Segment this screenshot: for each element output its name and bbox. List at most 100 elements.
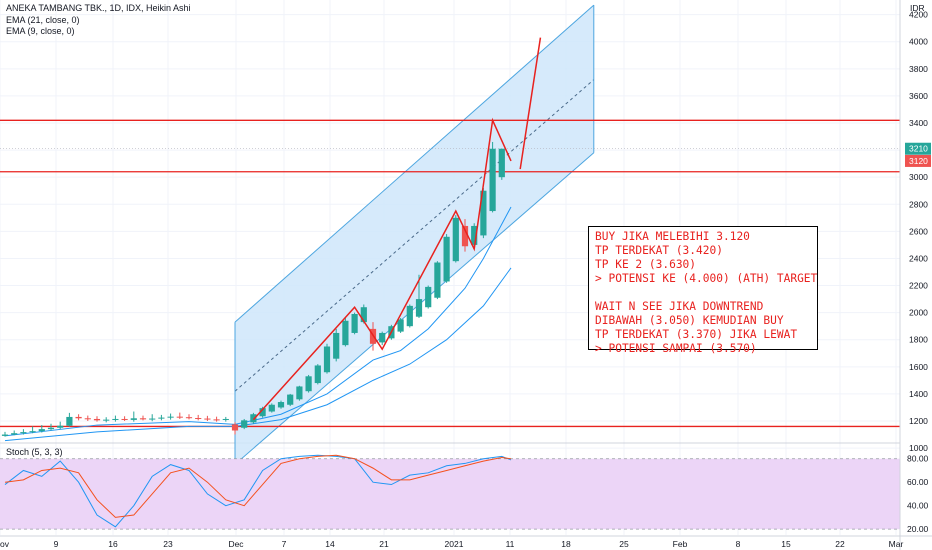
price-tick-label: 1800 — [909, 335, 928, 345]
time-tick-label: ov — [0, 539, 10, 549]
price-tick-label: 2200 — [909, 281, 928, 291]
candle-up — [480, 190, 487, 236]
candle-up — [333, 332, 340, 359]
price-label-bg — [905, 154, 931, 167]
annotation-line: TP TERDEKAT (3.370) JIKA LEWAT — [595, 328, 798, 341]
candle-up — [149, 418, 156, 420]
candle-up — [130, 418, 137, 420]
candle-up — [158, 417, 165, 419]
ema-fast-line — [4, 206, 512, 437]
candle-up — [443, 236, 450, 282]
annotation-line: > POTENSI SAMPAI (3.570) — [595, 342, 757, 355]
price-label-bg — [905, 142, 931, 155]
candles — [1, 141, 505, 437]
ema21-legend: EMA (21, close, 0) — [6, 15, 80, 25]
currency-label: IDR — [910, 3, 925, 13]
time-tick-label: 14 — [325, 539, 335, 549]
time-tick-label: 15 — [781, 539, 791, 549]
candle-up — [471, 225, 478, 245]
chart-title: ANEKA TAMBANG TBK., 1D, IDX, Heikin Ashi — [6, 3, 191, 13]
candle-up — [38, 429, 45, 432]
price-label: 3120 — [909, 156, 928, 166]
time-tick-label: Dec — [228, 539, 244, 549]
price-tick-label: 1600 — [909, 362, 928, 372]
channel-lower-line — [234, 152, 595, 465]
candle-down — [213, 419, 220, 421]
stoch-tick-label: 60.00 — [907, 477, 929, 487]
candle-down — [75, 416, 82, 419]
candle-up — [397, 319, 404, 332]
candle-up — [222, 418, 229, 420]
candle-up — [498, 148, 505, 178]
candle-down — [231, 424, 239, 431]
time-tick-label: 16 — [108, 539, 118, 549]
annotation-box: BUY JIKA MELEBIHI 3.120 TP TERDEKAT (3.4… — [588, 226, 818, 355]
annotation-line: TP KE 2 (3.630) — [595, 258, 697, 271]
candle-up — [20, 432, 27, 434]
candle-up — [323, 346, 331, 373]
price-tick-label: 3400 — [909, 118, 928, 128]
candle-up — [314, 365, 321, 384]
stoch-tick-label: 80.00 — [907, 454, 929, 464]
price-tick-label: 3800 — [909, 64, 928, 74]
price-tick-label: 3600 — [909, 91, 928, 101]
ema9-legend: EMA (9, close, 0) — [6, 26, 75, 36]
candle-up — [415, 299, 423, 317]
time-tick-label: 2021 — [445, 539, 464, 549]
trend-drawing-line — [252, 117, 512, 421]
candle-up — [342, 320, 349, 346]
candle-down — [195, 418, 202, 420]
annotation-line — [595, 286, 811, 300]
time-tick-label: 23 — [163, 539, 173, 549]
ema-slow-line — [4, 267, 512, 442]
horizontal-levels — [0, 119, 900, 428]
candle-down — [139, 418, 147, 420]
candle-down — [84, 418, 91, 420]
channel-mid-line — [234, 79, 595, 392]
annotation-line: > POTENSI KE (4.000) (ATH) TARGET — [595, 272, 818, 285]
annotation-line: TP TERDEKAT (3.420) — [595, 244, 723, 257]
annotation-line: WAIT N SEE JIKA DOWNTREND — [595, 300, 764, 313]
candle-up — [360, 307, 367, 323]
time-tick-label: 7 — [282, 539, 287, 549]
candle-up — [11, 433, 18, 435]
price-label: 3210 — [909, 144, 928, 154]
time-tick-label: 25 — [619, 539, 629, 549]
price-tick-label: 1000 — [909, 443, 928, 453]
candle-up — [250, 414, 257, 423]
price-tick-label: 2600 — [909, 226, 928, 236]
candle-up — [406, 305, 413, 327]
candle-down — [204, 418, 211, 420]
candle-up — [296, 386, 303, 400]
stochastic-pane: Stoch (5, 3, 3) — [0, 447, 900, 530]
stoch-tick-label: 20.00 — [907, 524, 929, 534]
time-tick-label: 11 — [506, 539, 515, 549]
time-tick-label: Feb — [673, 539, 688, 549]
stoch-d-line — [4, 454, 512, 518]
candle-up — [167, 416, 174, 418]
candle-up — [29, 431, 36, 433]
time-tick-label: 18 — [561, 539, 571, 549]
candle-up — [452, 217, 459, 262]
time-tick-label: 22 — [835, 539, 845, 549]
candle-down — [461, 225, 469, 247]
candle-down — [93, 418, 101, 421]
price-tick-label: 3000 — [909, 172, 928, 182]
candle-up — [259, 408, 266, 417]
price-tick-label: 2800 — [909, 199, 928, 209]
candle-up — [287, 394, 294, 405]
stoch-tick-label: 40.00 — [907, 501, 929, 511]
candle-up — [103, 419, 110, 421]
candle-up — [1, 434, 9, 436]
candle-down — [185, 417, 193, 419]
candle-up — [434, 262, 441, 298]
candle-down — [176, 416, 183, 418]
stoch-title: Stoch (5, 3, 3) — [6, 447, 63, 457]
time-tick-label: Mar — [889, 539, 904, 549]
price-tick-label: 2000 — [909, 308, 928, 318]
time-tick-label: 8 — [736, 539, 741, 549]
price-tick-label: 2400 — [909, 253, 928, 263]
annotation-line: BUY JIKA MELEBIHI 3.120 — [595, 230, 750, 243]
